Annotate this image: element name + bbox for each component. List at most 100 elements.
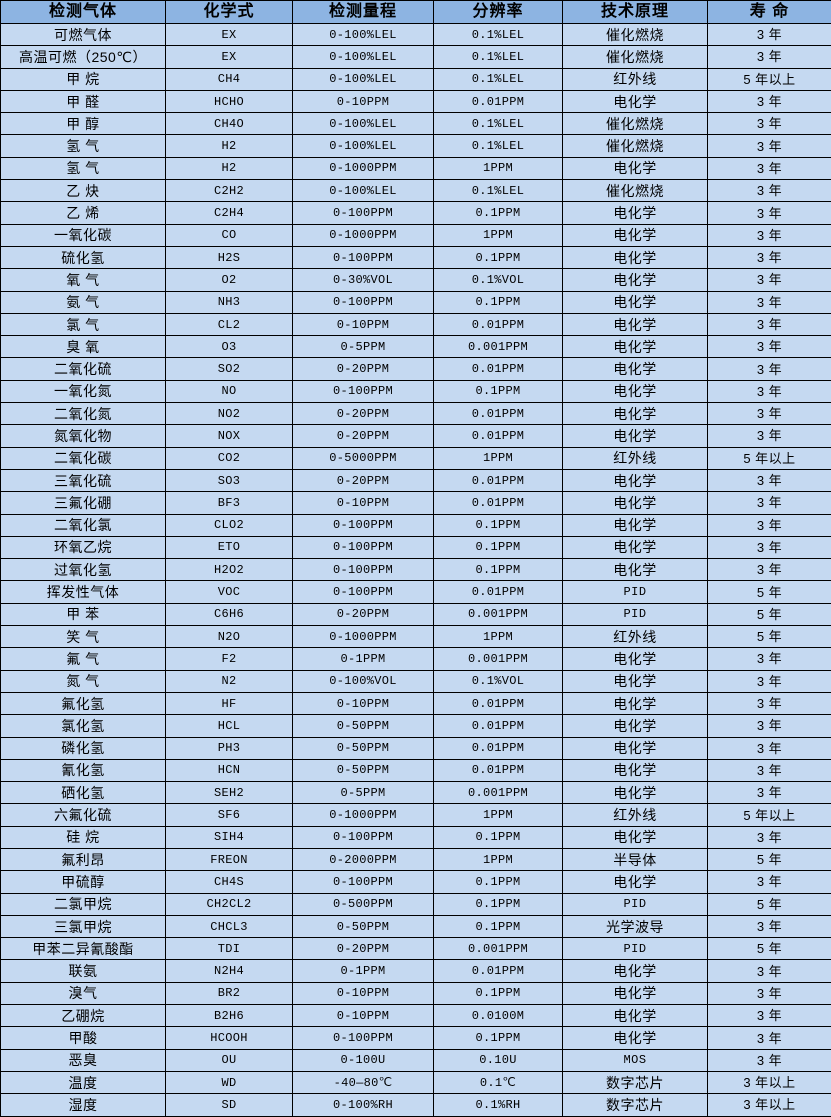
cell-technology: 电化学: [563, 291, 708, 313]
cell-gas: 硒化氢: [1, 782, 166, 804]
cell-lifespan: 3 年: [708, 380, 831, 402]
cell-gas: 氧 气: [1, 269, 166, 291]
cell-technology: PID: [563, 893, 708, 915]
cell-resolution: 0.1%RH: [434, 1094, 563, 1116]
cell-range: 0-10PPM: [293, 492, 434, 514]
cell-range: 0-100%LEL: [293, 68, 434, 90]
cell-formula: PH3: [166, 737, 293, 759]
cell-resolution: 0.01PPM: [434, 403, 563, 425]
cell-lifespan: 3 年: [708, 425, 831, 447]
cell-gas: 氯 气: [1, 313, 166, 335]
cell-formula: C2H2: [166, 180, 293, 202]
cell-formula: C6H6: [166, 603, 293, 625]
cell-formula: HCL: [166, 715, 293, 737]
cell-range: 0-30%VOL: [293, 269, 434, 291]
cell-lifespan: 3 年: [708, 336, 831, 358]
cell-gas: 笑 气: [1, 626, 166, 648]
cell-formula: CH4: [166, 68, 293, 90]
cell-lifespan: 3 年: [708, 113, 831, 135]
cell-range: 0-100PPM: [293, 871, 434, 893]
cell-lifespan: 5 年以上: [708, 447, 831, 469]
cell-formula: VOC: [166, 581, 293, 603]
cell-technology: 电化学: [563, 514, 708, 536]
cell-gas: 三氯甲烷: [1, 915, 166, 937]
cell-resolution: 0.1PPM: [434, 380, 563, 402]
cell-lifespan: 3 年: [708, 1027, 831, 1049]
cell-resolution: 0.1PPM: [434, 871, 563, 893]
cell-lifespan: 3 年: [708, 180, 831, 202]
cell-formula: HCN: [166, 759, 293, 781]
cell-technology: 催化燃烧: [563, 135, 708, 157]
cell-lifespan: 3 年: [708, 24, 831, 46]
cell-lifespan: 3 年: [708, 871, 831, 893]
cell-gas: 氨 气: [1, 291, 166, 313]
cell-technology: 催化燃烧: [563, 113, 708, 135]
cell-technology: 催化燃烧: [563, 180, 708, 202]
cell-formula: B2H6: [166, 1005, 293, 1027]
cell-resolution: 0.01PPM: [434, 581, 563, 603]
cell-technology: 数字芯片: [563, 1094, 708, 1116]
cell-resolution: 0.01PPM: [434, 469, 563, 491]
cell-gas: 挥发性气体: [1, 581, 166, 603]
cell-lifespan: 3 年: [708, 715, 831, 737]
cell-range: 0-100PPM: [293, 536, 434, 558]
cell-technology: 电化学: [563, 403, 708, 425]
cell-gas: 乙 烯: [1, 202, 166, 224]
cell-lifespan: 3 年: [708, 559, 831, 581]
cell-formula: O3: [166, 336, 293, 358]
cell-formula: HCHO: [166, 90, 293, 112]
cell-gas: 三氧化硫: [1, 469, 166, 491]
cell-lifespan: 3 年: [708, 469, 831, 491]
cell-lifespan: 3 年: [708, 536, 831, 558]
cell-formula: H2S: [166, 246, 293, 268]
cell-formula: OU: [166, 1049, 293, 1071]
cell-range: 0-20PPM: [293, 938, 434, 960]
cell-formula: CO: [166, 224, 293, 246]
cell-technology: 电化学: [563, 692, 708, 714]
cell-range: 0-20PPM: [293, 358, 434, 380]
cell-range: 0-50PPM: [293, 915, 434, 937]
cell-gas: 乙 炔: [1, 180, 166, 202]
cell-resolution: 0.1PPM: [434, 291, 563, 313]
cell-resolution: 0.1PPM: [434, 826, 563, 848]
cell-range: 0-500PPM: [293, 893, 434, 915]
cell-formula: CO2: [166, 447, 293, 469]
cell-range: 0-1000PPM: [293, 157, 434, 179]
cell-range: 0-1000PPM: [293, 626, 434, 648]
cell-range: 0-5PPM: [293, 336, 434, 358]
cell-technology: 电化学: [563, 670, 708, 692]
cell-lifespan: 3 年: [708, 915, 831, 937]
cell-resolution: 0.1%LEL: [434, 135, 563, 157]
cell-formula: EX: [166, 46, 293, 68]
cell-resolution: 0.1%LEL: [434, 113, 563, 135]
cell-range: 0-100PPM: [293, 380, 434, 402]
table-header: 检测气体 化学式 检测量程 分辨率 技术原理 寿 命: [1, 1, 831, 24]
cell-lifespan: 3 年: [708, 737, 831, 759]
cell-gas: 氯化氢: [1, 715, 166, 737]
cell-lifespan: 3 年: [708, 90, 831, 112]
cell-lifespan: 3 年: [708, 1049, 831, 1071]
cell-technology: 电化学: [563, 737, 708, 759]
cell-resolution: 0.01PPM: [434, 358, 563, 380]
cell-gas: 环氧乙烷: [1, 536, 166, 558]
cell-resolution: 0.1%VOL: [434, 670, 563, 692]
cell-technology: 电化学: [563, 313, 708, 335]
cell-range: 0-1PPM: [293, 960, 434, 982]
header-row: 检测气体 化学式 检测量程 分辨率 技术原理 寿 命: [1, 1, 831, 24]
cell-range: 0-100%LEL: [293, 135, 434, 157]
cell-technology: 红外线: [563, 447, 708, 469]
cell-lifespan: 3 年: [708, 313, 831, 335]
cell-gas: 湿度: [1, 1094, 166, 1116]
cell-technology: 电化学: [563, 224, 708, 246]
column-header-range: 检测量程: [293, 1, 434, 24]
cell-range: 0-100%RH: [293, 1094, 434, 1116]
